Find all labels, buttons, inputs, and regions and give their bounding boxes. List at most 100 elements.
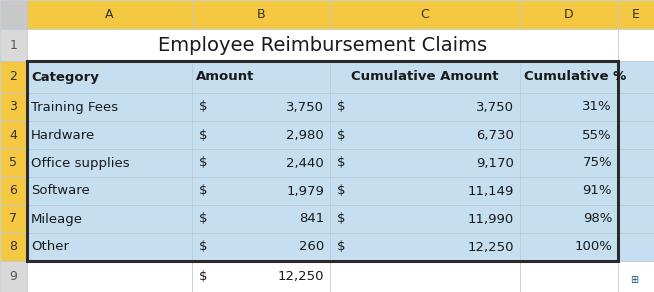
Bar — [192, 0, 330, 29]
Text: 91%: 91% — [583, 185, 612, 197]
Bar — [0, 149, 27, 177]
Bar — [192, 205, 330, 233]
Text: D: D — [564, 8, 574, 21]
Bar — [520, 93, 618, 121]
Bar — [330, 121, 520, 149]
Text: Mileage: Mileage — [31, 213, 83, 225]
Text: $: $ — [199, 241, 207, 253]
Text: 98%: 98% — [583, 213, 612, 225]
Bar — [330, 205, 520, 233]
Bar — [520, 233, 618, 261]
Bar — [618, 121, 654, 149]
Bar — [192, 233, 330, 261]
Text: 100%: 100% — [574, 241, 612, 253]
Text: C: C — [421, 8, 430, 21]
Bar — [618, 205, 654, 233]
Text: $: $ — [199, 157, 207, 169]
Text: Office supplies: Office supplies — [31, 157, 129, 169]
Bar — [330, 93, 520, 121]
Text: 3: 3 — [10, 100, 18, 114]
Bar — [330, 177, 520, 205]
Bar — [27, 261, 192, 292]
Bar — [0, 205, 27, 233]
Text: 2: 2 — [10, 70, 18, 84]
Text: $: $ — [337, 241, 345, 253]
Bar — [618, 29, 654, 61]
Text: 55%: 55% — [582, 128, 612, 142]
Text: 2,980: 2,980 — [286, 128, 324, 142]
Text: Hardware: Hardware — [31, 128, 95, 142]
Bar — [27, 177, 192, 205]
Bar — [618, 149, 654, 177]
Bar — [0, 93, 27, 121]
Text: 11,149: 11,149 — [468, 185, 514, 197]
Bar — [330, 61, 520, 93]
Text: $: $ — [337, 128, 345, 142]
Text: $: $ — [199, 270, 207, 283]
Text: 31%: 31% — [582, 100, 612, 114]
Text: 5: 5 — [10, 157, 18, 169]
Bar — [192, 177, 330, 205]
Bar — [192, 93, 330, 121]
Bar — [520, 149, 618, 177]
Text: 12,250: 12,250 — [468, 241, 514, 253]
Text: $: $ — [337, 100, 345, 114]
Text: Cumulative %: Cumulative % — [524, 70, 627, 84]
Bar — [618, 261, 654, 292]
Text: 4: 4 — [10, 128, 18, 142]
Bar — [27, 205, 192, 233]
Bar — [618, 61, 654, 93]
Bar — [192, 121, 330, 149]
Text: Cumulative Amount: Cumulative Amount — [351, 70, 499, 84]
Text: Category: Category — [31, 70, 99, 84]
Bar — [27, 121, 192, 149]
Bar — [27, 233, 192, 261]
Bar — [520, 177, 618, 205]
Bar — [27, 93, 192, 121]
Bar — [0, 261, 27, 292]
Bar — [0, 121, 27, 149]
Text: 12,250: 12,250 — [277, 270, 324, 283]
Bar — [520, 121, 618, 149]
Text: ⊞: ⊞ — [630, 274, 638, 285]
Text: $: $ — [337, 185, 345, 197]
Text: Software: Software — [31, 185, 90, 197]
Text: $: $ — [199, 185, 207, 197]
Text: Employee Reimbursement Claims: Employee Reimbursement Claims — [158, 36, 487, 55]
Bar — [330, 233, 520, 261]
Text: $: $ — [199, 100, 207, 114]
Bar — [618, 233, 654, 261]
Text: 260: 260 — [299, 241, 324, 253]
Text: 3,750: 3,750 — [476, 100, 514, 114]
Bar — [618, 0, 654, 29]
Text: Other: Other — [31, 241, 69, 253]
Bar — [520, 0, 618, 29]
Text: 841: 841 — [299, 213, 324, 225]
Text: 7: 7 — [10, 213, 18, 225]
Text: 3,750: 3,750 — [286, 100, 324, 114]
Text: $: $ — [199, 128, 207, 142]
Text: $: $ — [337, 213, 345, 225]
Bar — [618, 177, 654, 205]
Bar — [27, 61, 192, 93]
Bar — [520, 205, 618, 233]
Text: 8: 8 — [10, 241, 18, 253]
Bar — [618, 93, 654, 121]
Text: 9,170: 9,170 — [476, 157, 514, 169]
Text: 1: 1 — [10, 39, 18, 51]
Text: Training Fees: Training Fees — [31, 100, 118, 114]
Bar — [330, 0, 520, 29]
Bar — [0, 0, 27, 29]
Bar — [192, 149, 330, 177]
Text: 6: 6 — [10, 185, 18, 197]
Text: 6,730: 6,730 — [476, 128, 514, 142]
Text: $: $ — [199, 213, 207, 225]
Bar — [0, 61, 27, 93]
Bar — [27, 149, 192, 177]
Bar — [0, 29, 27, 61]
Bar — [27, 61, 618, 261]
Bar — [330, 149, 520, 177]
Bar — [520, 61, 618, 93]
Text: 9: 9 — [10, 270, 18, 283]
Text: $: $ — [337, 157, 345, 169]
